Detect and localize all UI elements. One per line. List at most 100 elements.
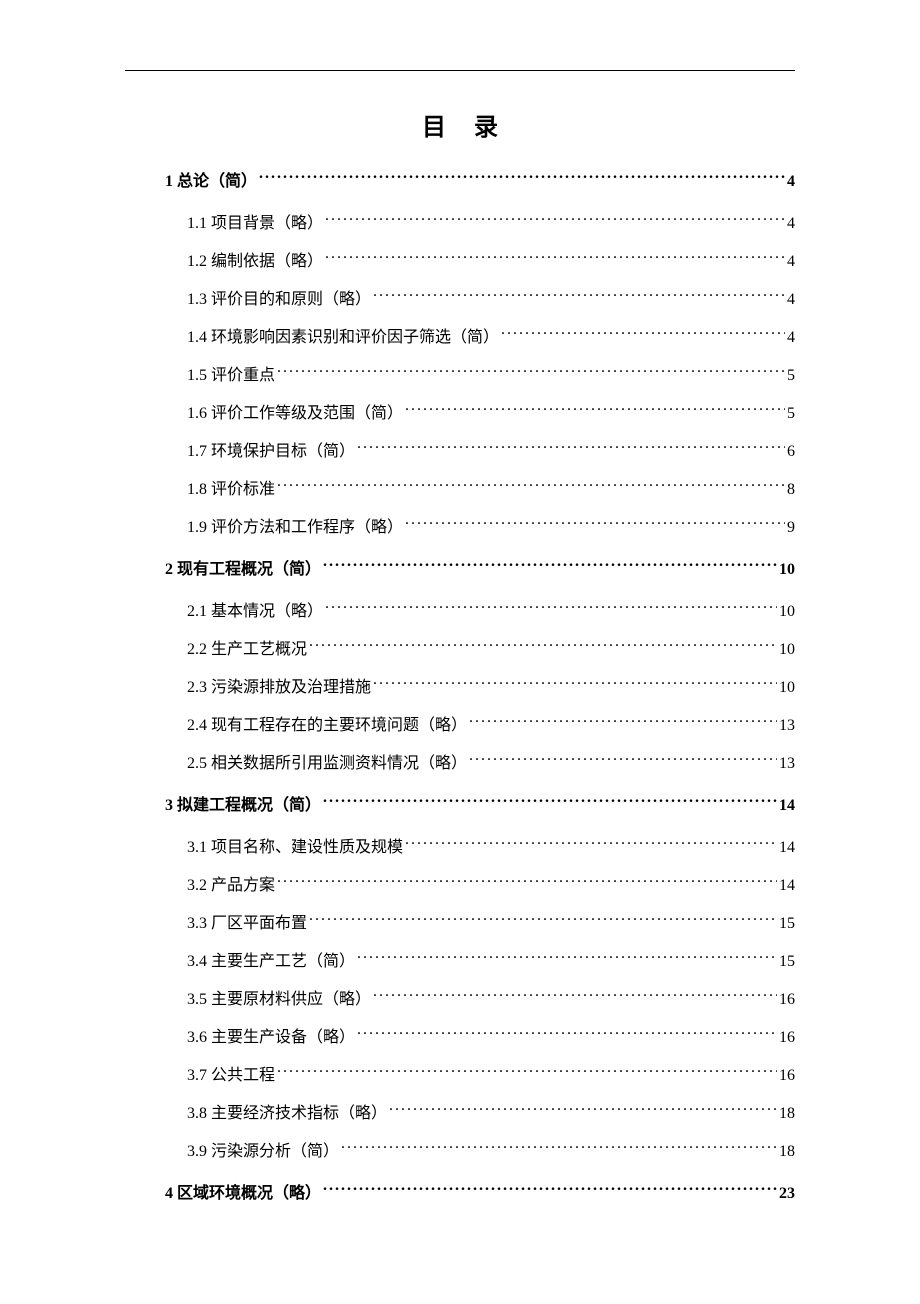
toc-leader [325, 212, 785, 228]
toc-entry: 3.1 项目名称、建设性质及规模 14 [187, 836, 795, 860]
toc-entry-page: 15 [779, 912, 795, 936]
header-rule [125, 70, 795, 71]
toc-entry-page: 5 [787, 402, 795, 426]
toc-leader [325, 250, 785, 266]
toc-title: 目录 [125, 107, 795, 142]
toc-entry-label: 2.3 污染源排放及治理措施 [187, 676, 371, 700]
toc-entry-label: 3.7 公共工程 [187, 1064, 275, 1088]
toc-entry: 1.9 评价方法和工作程序（略）9 [187, 516, 795, 540]
toc-entry-label: 3.2 产品方案 [187, 874, 275, 898]
toc-entry-page: 4 [787, 326, 795, 350]
toc-leader [389, 1102, 777, 1118]
toc-entry-label: 2 现有工程概况（简） [165, 558, 321, 582]
toc-entry: 1 总论（简）4 [165, 170, 795, 194]
toc-entry-page: 4 [787, 288, 795, 312]
toc-entry-label: 1.7 环境保护目标（简） [187, 440, 355, 464]
toc-entry-page: 16 [779, 1064, 795, 1088]
toc-entry: 2.5 相关数据所引用监测资料情况（略）13 [187, 752, 795, 776]
toc-leader [277, 364, 785, 380]
toc-leader [357, 1026, 777, 1042]
toc-entry: 1.4 环境影响因素识别和评价因子筛选（简） 4 [187, 326, 795, 350]
toc-entry-page: 14 [779, 874, 795, 898]
toc-leader [373, 988, 777, 1004]
toc-entry-label: 3.4 主要生产工艺（简） [187, 950, 355, 974]
toc-entry-page: 18 [779, 1140, 795, 1164]
toc-entry-label: 3.3 厂区平面布置 [187, 912, 307, 936]
toc-entry-label: 3.5 主要原材料供应（略） [187, 988, 371, 1012]
toc-leader [309, 912, 777, 928]
toc-leader [323, 558, 777, 574]
toc-leader [277, 1064, 777, 1080]
toc-entry-page: 4 [787, 250, 795, 274]
toc-entry: 1.3 评价目的和原则（略） 4 [187, 288, 795, 312]
toc-entry-label: 3.1 项目名称、建设性质及规模 [187, 836, 403, 860]
toc-list: 1 总论（简）41.1 项目背景（略）41.2 编制依据（略）41.3 评价目的… [125, 170, 795, 1206]
toc-leader [501, 326, 785, 342]
toc-entry: 3.2 产品方案 14 [187, 874, 795, 898]
toc-entry-page: 13 [779, 714, 795, 738]
toc-entry-page: 18 [779, 1102, 795, 1126]
toc-entry-label: 1.9 评价方法和工作程序（略） [187, 516, 403, 540]
toc-leader [325, 600, 777, 616]
toc-entry-label: 3.9 污染源分析（简） [187, 1140, 339, 1164]
toc-entry-label: 4 区域环境概况（略） [165, 1182, 321, 1206]
toc-leader [357, 440, 785, 456]
toc-entry-page: 5 [787, 364, 795, 388]
toc-entry-page: 6 [787, 440, 795, 464]
toc-entry: 2.3 污染源排放及治理措施 10 [187, 676, 795, 700]
toc-entry: 2.1 基本情况（略） 10 [187, 600, 795, 624]
toc-entry-label: 1.2 编制依据（略） [187, 250, 323, 274]
toc-entry: 1.7 环境保护目标（简） 6 [187, 440, 795, 464]
toc-entry-label: 2.2 生产工艺概况 [187, 638, 307, 662]
toc-entry-page: 16 [779, 988, 795, 1012]
toc-leader [357, 950, 777, 966]
toc-entry-label: 1.4 环境影响因素识别和评价因子筛选（简） [187, 326, 499, 350]
document-page: 目录 1 总论（简）41.1 项目背景（略）41.2 编制依据（略）41.3 评… [0, 0, 920, 1304]
toc-entry-page: 14 [779, 836, 795, 860]
toc-leader [405, 402, 785, 418]
toc-entry-label: 3.8 主要经济技术指标（略） [187, 1102, 387, 1126]
toc-leader [469, 752, 777, 768]
toc-entry-label: 2.1 基本情况（略） [187, 600, 323, 624]
toc-entry-label: 3.6 主要生产设备（略） [187, 1026, 355, 1050]
toc-entry-page: 16 [779, 1026, 795, 1050]
toc-leader [373, 288, 785, 304]
toc-leader [323, 1182, 777, 1198]
toc-entry-label: 1.5 评价重点 [187, 364, 275, 388]
toc-leader [277, 478, 785, 494]
toc-entry: 1.5 评价重点 5 [187, 364, 795, 388]
toc-entry-label: 1 总论（简） [165, 170, 257, 194]
toc-entry-page: 8 [787, 478, 795, 502]
toc-entry: 4 区域环境概况（略） 23 [165, 1182, 795, 1206]
toc-entry: 1.2 编制依据（略） 4 [187, 250, 795, 274]
toc-entry: 2 现有工程概况（简） 10 [165, 558, 795, 582]
toc-entry-page: 10 [779, 676, 795, 700]
toc-entry-page: 13 [779, 752, 795, 776]
toc-leader [309, 638, 777, 654]
toc-entry-page: 23 [779, 1182, 795, 1206]
toc-entry: 3.6 主要生产设备（略） 16 [187, 1026, 795, 1050]
toc-entry: 3 拟建工程概况（简） 14 [165, 794, 795, 818]
toc-entry: 2.2 生产工艺概况 10 [187, 638, 795, 662]
toc-entry-page: 10 [779, 638, 795, 662]
toc-entry-page: 10 [779, 600, 795, 624]
toc-entry: 2.4 现有工程存在的主要环境问题（略）13 [187, 714, 795, 738]
toc-leader [373, 676, 777, 692]
toc-entry-label: 3 拟建工程概况（简） [165, 794, 321, 818]
toc-entry-label: 1.8 评价标准 [187, 478, 275, 502]
toc-entry-page: 4 [787, 212, 795, 236]
toc-leader [405, 836, 777, 852]
toc-entry: 3.3 厂区平面布置 15 [187, 912, 795, 936]
toc-entry-label: 1.3 评价目的和原则（略） [187, 288, 371, 312]
toc-entry-page: 15 [779, 950, 795, 974]
toc-entry: 1.8 评价标准 8 [187, 478, 795, 502]
toc-entry: 1.1 项目背景（略）4 [187, 212, 795, 236]
toc-leader [259, 170, 785, 186]
toc-entry: 3.7 公共工程 16 [187, 1064, 795, 1088]
toc-entry: 1.6 评价工作等级及范围（简）5 [187, 402, 795, 426]
toc-entry-page: 14 [779, 794, 795, 818]
toc-leader [405, 516, 785, 532]
toc-entry: 3.9 污染源分析（简） 18 [187, 1140, 795, 1164]
toc-entry-page: 10 [779, 558, 795, 582]
toc-leader [323, 794, 777, 810]
